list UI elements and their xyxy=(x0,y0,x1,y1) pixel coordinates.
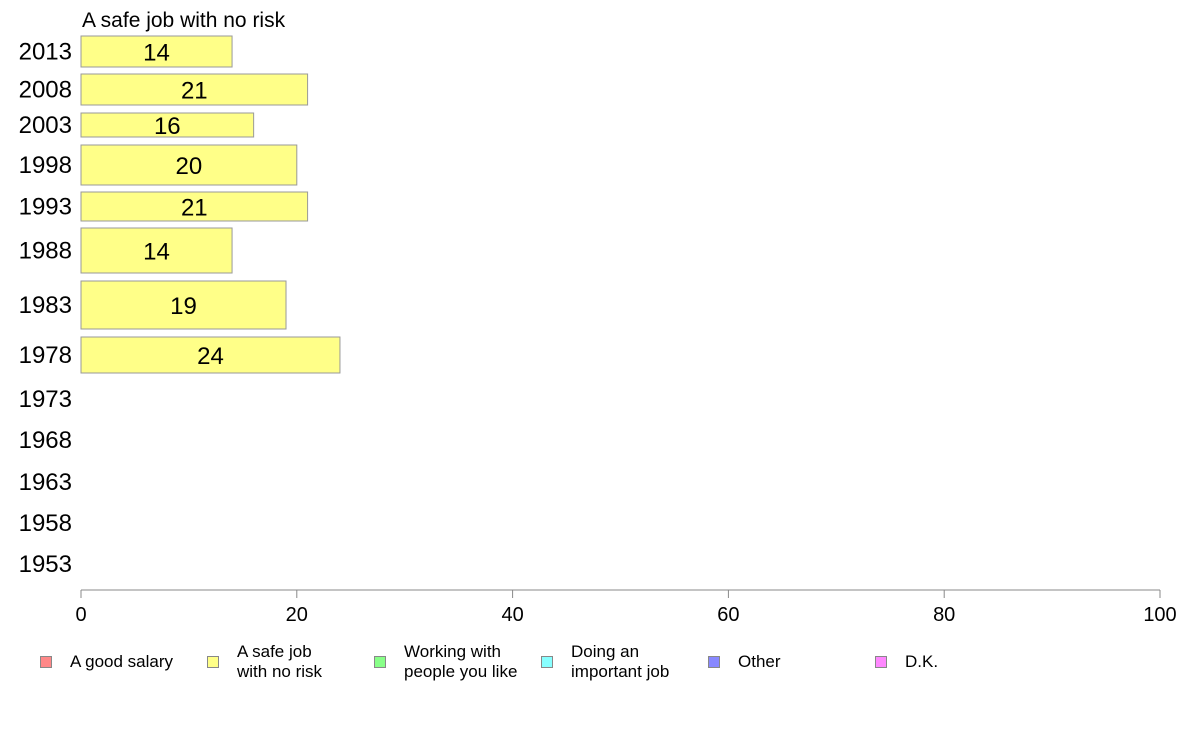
x-tick-label: 40 xyxy=(501,604,523,626)
y-tick-label: 1993 xyxy=(19,194,72,221)
x-axis-ticks: 0 20 40 60 80 100 xyxy=(75,590,1177,626)
y-tick-label: 1988 xyxy=(19,238,72,265)
bar xyxy=(80,191,309,222)
legend-label: Other xyxy=(738,652,781,671)
legend-label: Working with people you like xyxy=(404,642,518,681)
legend-item: Other xyxy=(708,642,781,682)
x-tick-label: 100 xyxy=(1143,604,1176,626)
bar xyxy=(80,227,233,274)
data-label: 20 xyxy=(176,153,203,180)
y-tick-label: 1978 xyxy=(19,342,72,369)
bar xyxy=(80,336,341,374)
y-tick-label: 1968 xyxy=(19,427,72,454)
legend-swatch xyxy=(374,656,386,668)
bar xyxy=(80,112,255,138)
y-tick-label: 2008 xyxy=(19,77,72,104)
data-label: 16 xyxy=(154,113,181,140)
data-label: 14 xyxy=(143,239,170,266)
bar xyxy=(80,35,233,68)
y-tick-label: 1963 xyxy=(19,469,72,496)
legend-swatch xyxy=(541,656,553,668)
bar xyxy=(80,73,309,106)
data-label: 21 xyxy=(181,78,208,105)
legend: A good salary A safe job with no risk Work… xyxy=(0,642,1188,692)
y-tick-label: 2013 xyxy=(19,39,72,66)
legend-swatch xyxy=(875,656,887,668)
data-label: 21 xyxy=(181,195,208,222)
data-label: 19 xyxy=(170,293,197,320)
legend-item: Doing an important job xyxy=(541,642,669,682)
bar-chart: A safe job with no risk 1421162021141924… xyxy=(19,9,1177,626)
y-tick-label: 1998 xyxy=(19,152,72,179)
x-tick-label: 0 xyxy=(75,604,86,626)
data-label: 24 xyxy=(197,343,224,370)
y-tick-label: 2003 xyxy=(19,112,72,139)
y-tick-label: 1983 xyxy=(19,292,72,319)
legend-label: A good salary xyxy=(70,652,174,671)
legend-item: D.K. xyxy=(875,642,938,682)
legend-label: A safe job with no risk xyxy=(237,642,323,681)
legend-item: Working with people you like xyxy=(374,642,517,682)
y-tick-labels: 2013 2008 2003 1998 1993 1988 1983 1978 1973 1968… xyxy=(19,39,72,579)
y-tick-label: 1973 xyxy=(19,386,72,413)
legend-label: D.K. xyxy=(905,652,939,671)
x-tick-label: 80 xyxy=(933,604,955,626)
y-tick-label: 1953 xyxy=(19,551,72,578)
legend-swatch xyxy=(207,656,219,668)
chart-title: A safe job with no risk xyxy=(82,9,286,32)
legend-swatch xyxy=(708,656,720,668)
bar xyxy=(80,280,287,330)
bar xyxy=(80,144,298,186)
x-tick-label: 20 xyxy=(286,604,308,626)
x-tick-label: 60 xyxy=(717,604,739,626)
legend-item: A safe job with no risk xyxy=(207,642,322,682)
data-label: 14 xyxy=(143,40,170,67)
legend-swatch xyxy=(40,656,52,668)
legend-label: Doing an important job xyxy=(571,642,670,681)
y-tick-label: 1958 xyxy=(19,510,72,537)
legend-item: A good salary xyxy=(40,642,173,682)
